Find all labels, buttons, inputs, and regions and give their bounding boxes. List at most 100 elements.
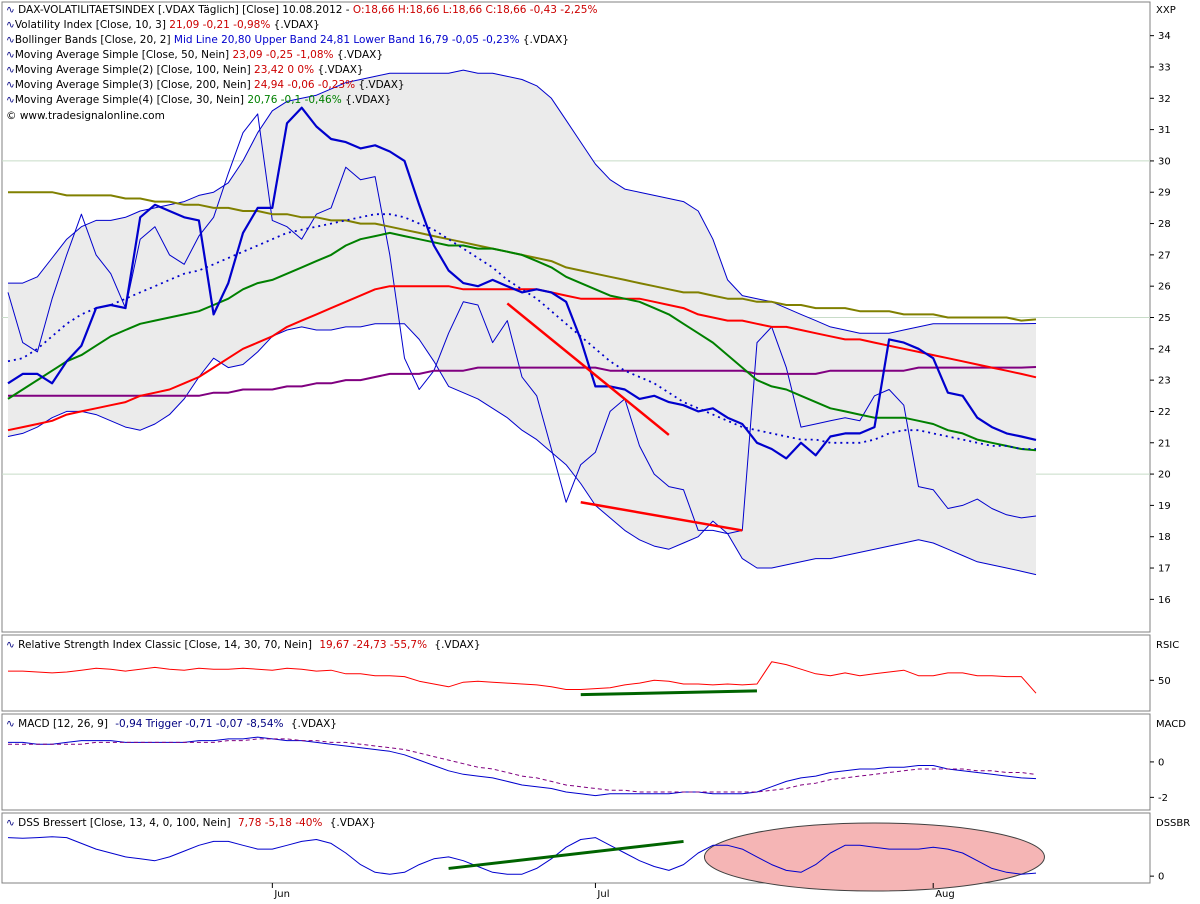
y-tick-label: 26 <box>1158 282 1171 293</box>
y-tick-label: -2 <box>1158 793 1168 804</box>
y-tick-label: 19 <box>1158 501 1171 512</box>
y-tick-label: 31 <box>1158 125 1171 136</box>
legend-label: Volatility Index [Close, 10, 3] <box>15 19 169 31</box>
macd-header: ∿ MACD [12, 26, 9] -0,94 Trigger -0,71 -… <box>6 718 337 730</box>
y-tick-label: 50 <box>1158 676 1171 687</box>
trendline-2 <box>580 501 743 532</box>
main-ohlc: O:18,66 H:18,66 L:18,66 C:18,66 -0,43 -2… <box>353 4 598 16</box>
series-line-ma30 <box>7 231 1037 452</box>
legend-entry: ∿Bollinger Bands [Close, 20, 2] Mid Line… <box>6 34 569 46</box>
legend-value: 20,76 -0,1 -0,46% <box>247 94 345 106</box>
macd-suffix: {.VDAX} <box>291 718 337 730</box>
legend-suffix: {.VDAX} <box>317 64 363 76</box>
y-tick-label: 29 <box>1158 188 1171 199</box>
macd-panel-frame <box>1 713 1151 811</box>
series-icon: ∿ <box>6 4 15 16</box>
dss-header: ∿ DSS Bressert [Close, 13, 4, 0, 100, Ne… <box>6 817 376 829</box>
legend-suffix: {.VDAX} <box>274 19 320 31</box>
y-tick-label: 33 <box>1158 62 1171 73</box>
series-line-vol_index <box>7 106 1037 460</box>
trendline-1 <box>580 689 758 697</box>
copyright-text: © www.tradesignalonline.com <box>6 110 165 122</box>
legend-entry: ∿Moving Average Simple [Close, 50, Nein]… <box>6 49 383 61</box>
y-tick-label: 30 <box>1158 156 1171 167</box>
legend-label: Moving Average Simple(4) [Close, 30, Nei… <box>15 94 248 106</box>
series-line-close <box>7 836 1037 875</box>
macd-value: -0,94 Trigger -0,71 -0,07 -8,54% <box>115 718 283 730</box>
dss-axis-label: DSSBR <box>1156 818 1190 829</box>
series-icon: ∿ <box>6 79 15 91</box>
series-line-band_up <box>8 69 1037 334</box>
rsi-suffix: {.VDAX} <box>434 639 480 651</box>
series-line-ma50 <box>7 285 1037 432</box>
y-tick-label: 27 <box>1158 250 1171 261</box>
series-icon: ∿ <box>6 64 15 76</box>
legend-entry: ∿Moving Average Simple(2) [Close, 100, N… <box>6 64 364 76</box>
series-icon: ∿ <box>6 19 15 31</box>
dss-plot-area <box>7 822 1045 892</box>
legend-entry: ∿Volatility Index [Close, 10, 3] 21,09 -… <box>6 19 320 31</box>
series-icon: ∿ <box>6 817 15 829</box>
y-tick-label: 0 <box>1158 872 1164 883</box>
y-tick-label: 24 <box>1158 344 1171 355</box>
legend-value: 24,94 -0,06 -0,23% <box>254 79 358 91</box>
series-line-trigger <box>8 738 1037 793</box>
legend-entry: ∿Moving Average Simple(3) [Close, 200, N… <box>6 79 405 91</box>
legend-label: Bollinger Bands [Close, 20, 2] <box>15 34 174 46</box>
main-legend: ∿Volatility Index [Close, 10, 3] 21,09 -… <box>6 19 569 106</box>
macd-axis-label: MACD <box>1156 719 1186 730</box>
series-line-ma100 <box>8 366 1037 397</box>
main-title: DAX-VOLATILITAETSINDEX [.VDAX Täglich] [… <box>18 4 353 16</box>
highlight-ellipse <box>703 822 1045 892</box>
trendline-1 <box>448 839 684 870</box>
legend-value: Mid Line 20,80 Upper Band 24,81 Lower Ba… <box>174 34 523 46</box>
series-icon: ∿ <box>6 49 15 61</box>
main-plot-area <box>2 69 1150 576</box>
series-icon: ∿ <box>6 34 15 46</box>
y-tick-label: 20 <box>1158 470 1171 481</box>
series-icon: ∿ <box>6 94 15 106</box>
series-icon: ∿ <box>6 718 15 730</box>
legend-label: Moving Average Simple(3) [Close, 200, Ne… <box>15 79 254 91</box>
macd-label: MACD [12, 26, 9] <box>18 718 108 730</box>
main-axis-label: XXP <box>1156 5 1176 16</box>
y-tick-label: 25 <box>1158 313 1171 324</box>
y-tick-label: 21 <box>1158 438 1171 449</box>
legend-label: Moving Average Simple(2) [Close, 100, Ne… <box>15 64 254 76</box>
legend-value: 21,09 -0,21 -0,98% <box>169 19 273 31</box>
legend-suffix: {.VDAX} <box>358 79 404 91</box>
legend-suffix: {.VDAX} <box>523 34 569 46</box>
legend-suffix: {.VDAX} <box>345 94 391 106</box>
dss-suffix: {.VDAX} <box>330 817 376 829</box>
y-tick-label: 32 <box>1158 94 1171 105</box>
x-axis: Jun Jul Aug <box>271 883 955 900</box>
y-tick-label: 22 <box>1158 407 1171 418</box>
x-tick-label: Jun <box>273 889 290 900</box>
x-tick-label: Aug <box>935 889 955 900</box>
y-tick-label: 18 <box>1158 532 1171 543</box>
main-header: ∿ DAX-VOLATILITAETSINDEX [.VDAX Täglich]… <box>6 4 597 122</box>
legend-value: 23,42 0 0% <box>254 64 317 76</box>
y-tick-label: 17 <box>1158 564 1171 575</box>
series-icon: ∿ <box>6 639 15 651</box>
main-title-line: ∿ DAX-VOLATILITAETSINDEX [.VDAX Täglich]… <box>6 4 597 16</box>
legend-suffix: {.VDAX} <box>337 49 383 61</box>
y-tick-label: 0 <box>1158 757 1164 768</box>
rsi-header: ∿ Relative Strength Index Classic [Close… <box>6 639 481 651</box>
rsi-label: Relative Strength Index Classic [Close, … <box>18 639 312 651</box>
rsi-value: 19,67 -24,73 -55,7% <box>319 639 427 651</box>
legend-label: Moving Average Simple [Close, 50, Nein] <box>15 49 233 61</box>
rsi-plot-area <box>8 661 1037 697</box>
y-tick-label: 34 <box>1158 31 1171 42</box>
trendline-1 <box>506 302 670 436</box>
rsi-axis-label: RSIC <box>1156 640 1179 651</box>
series-line-close <box>7 113 1037 535</box>
y-axis-ticks: 16 17 18 19 20 21 22 23 24 25 26 27 28 29 30 31 32 33 34 50… <box>1150 31 1171 883</box>
dss-label: DSS Bressert [Close, 13, 4, 0, 100, Nein… <box>18 817 231 829</box>
series-line-ma50 <box>8 661 1037 694</box>
macd-plot-area <box>8 736 1037 797</box>
series-line-band_mid <box>7 213 1036 450</box>
y-tick-label: 23 <box>1158 376 1171 387</box>
series-line-band_low <box>7 323 1037 576</box>
